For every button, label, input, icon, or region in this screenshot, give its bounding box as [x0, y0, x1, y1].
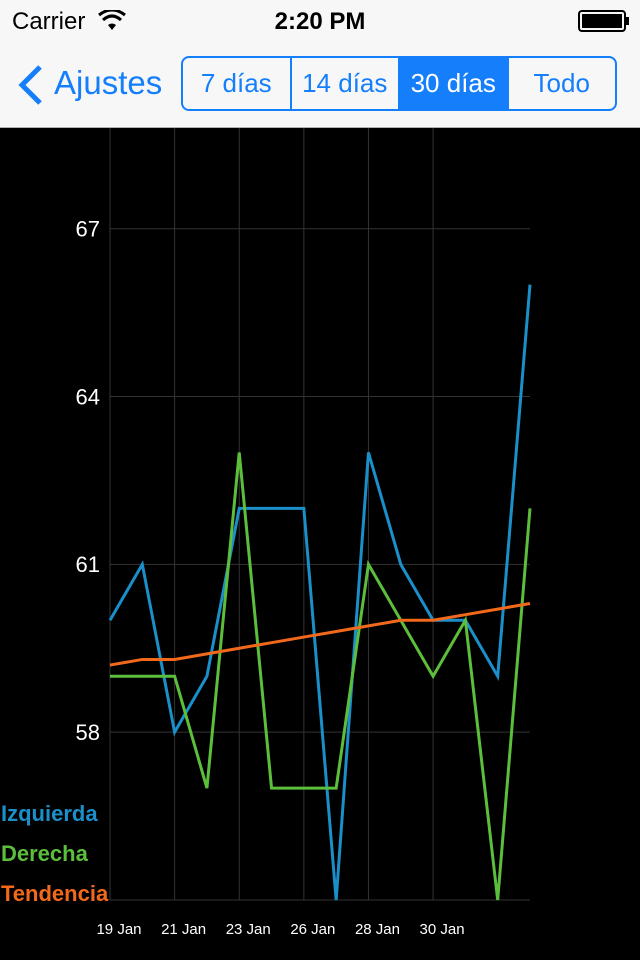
wifi-icon: [98, 10, 126, 30]
segmented-control: 7 días 14 días 30 días Todo: [181, 56, 617, 111]
series-line: [108, 284, 532, 901]
legend-entry: Derecha: [1, 841, 89, 866]
x-tick-label: 21 Jan: [161, 921, 206, 938]
series-line: [109, 602, 531, 667]
clock: 2:20 PM: [274, 8, 366, 35]
navigation-bar: Carrier 2:20 PM Ajustes 7 días 14 días 30 …: [0, 0, 640, 128]
legend-entry: Tendencia: [1, 881, 109, 906]
chart: 58 61 64 67 19 Jan 21 Jan 23 Jan 26 Jan 28 Jan 30…: [1, 128, 532, 938]
x-tick-label: 26 Jan: [290, 921, 335, 938]
back-chevron[interactable]: [16, 64, 46, 106]
y-tick-label: 61: [76, 552, 100, 577]
segment[interactable]: 14 días: [289, 58, 399, 109]
segment[interactable]: Todo: [506, 58, 616, 109]
legend-entry: Izquierda: [1, 801, 98, 826]
x-tick-label: 28 Jan: [355, 921, 400, 938]
y-tick-label: 64: [76, 384, 100, 409]
battery-icon: [578, 10, 629, 32]
x-tick-label: 23 Jan: [226, 921, 271, 938]
segment[interactable]: 30 días: [398, 58, 507, 109]
segment[interactable]: 7 días: [200, 68, 272, 98]
carrier: Carrier: [12, 8, 86, 35]
back-button[interactable]: Ajustes: [54, 64, 163, 101]
x-tick-label: 30 Jan: [420, 921, 465, 938]
series-line: [110, 452, 532, 901]
y-tick-label: 67: [76, 217, 100, 242]
x-tick-label: 19 Jan: [96, 921, 141, 938]
y-tick-label: 58: [76, 720, 100, 745]
